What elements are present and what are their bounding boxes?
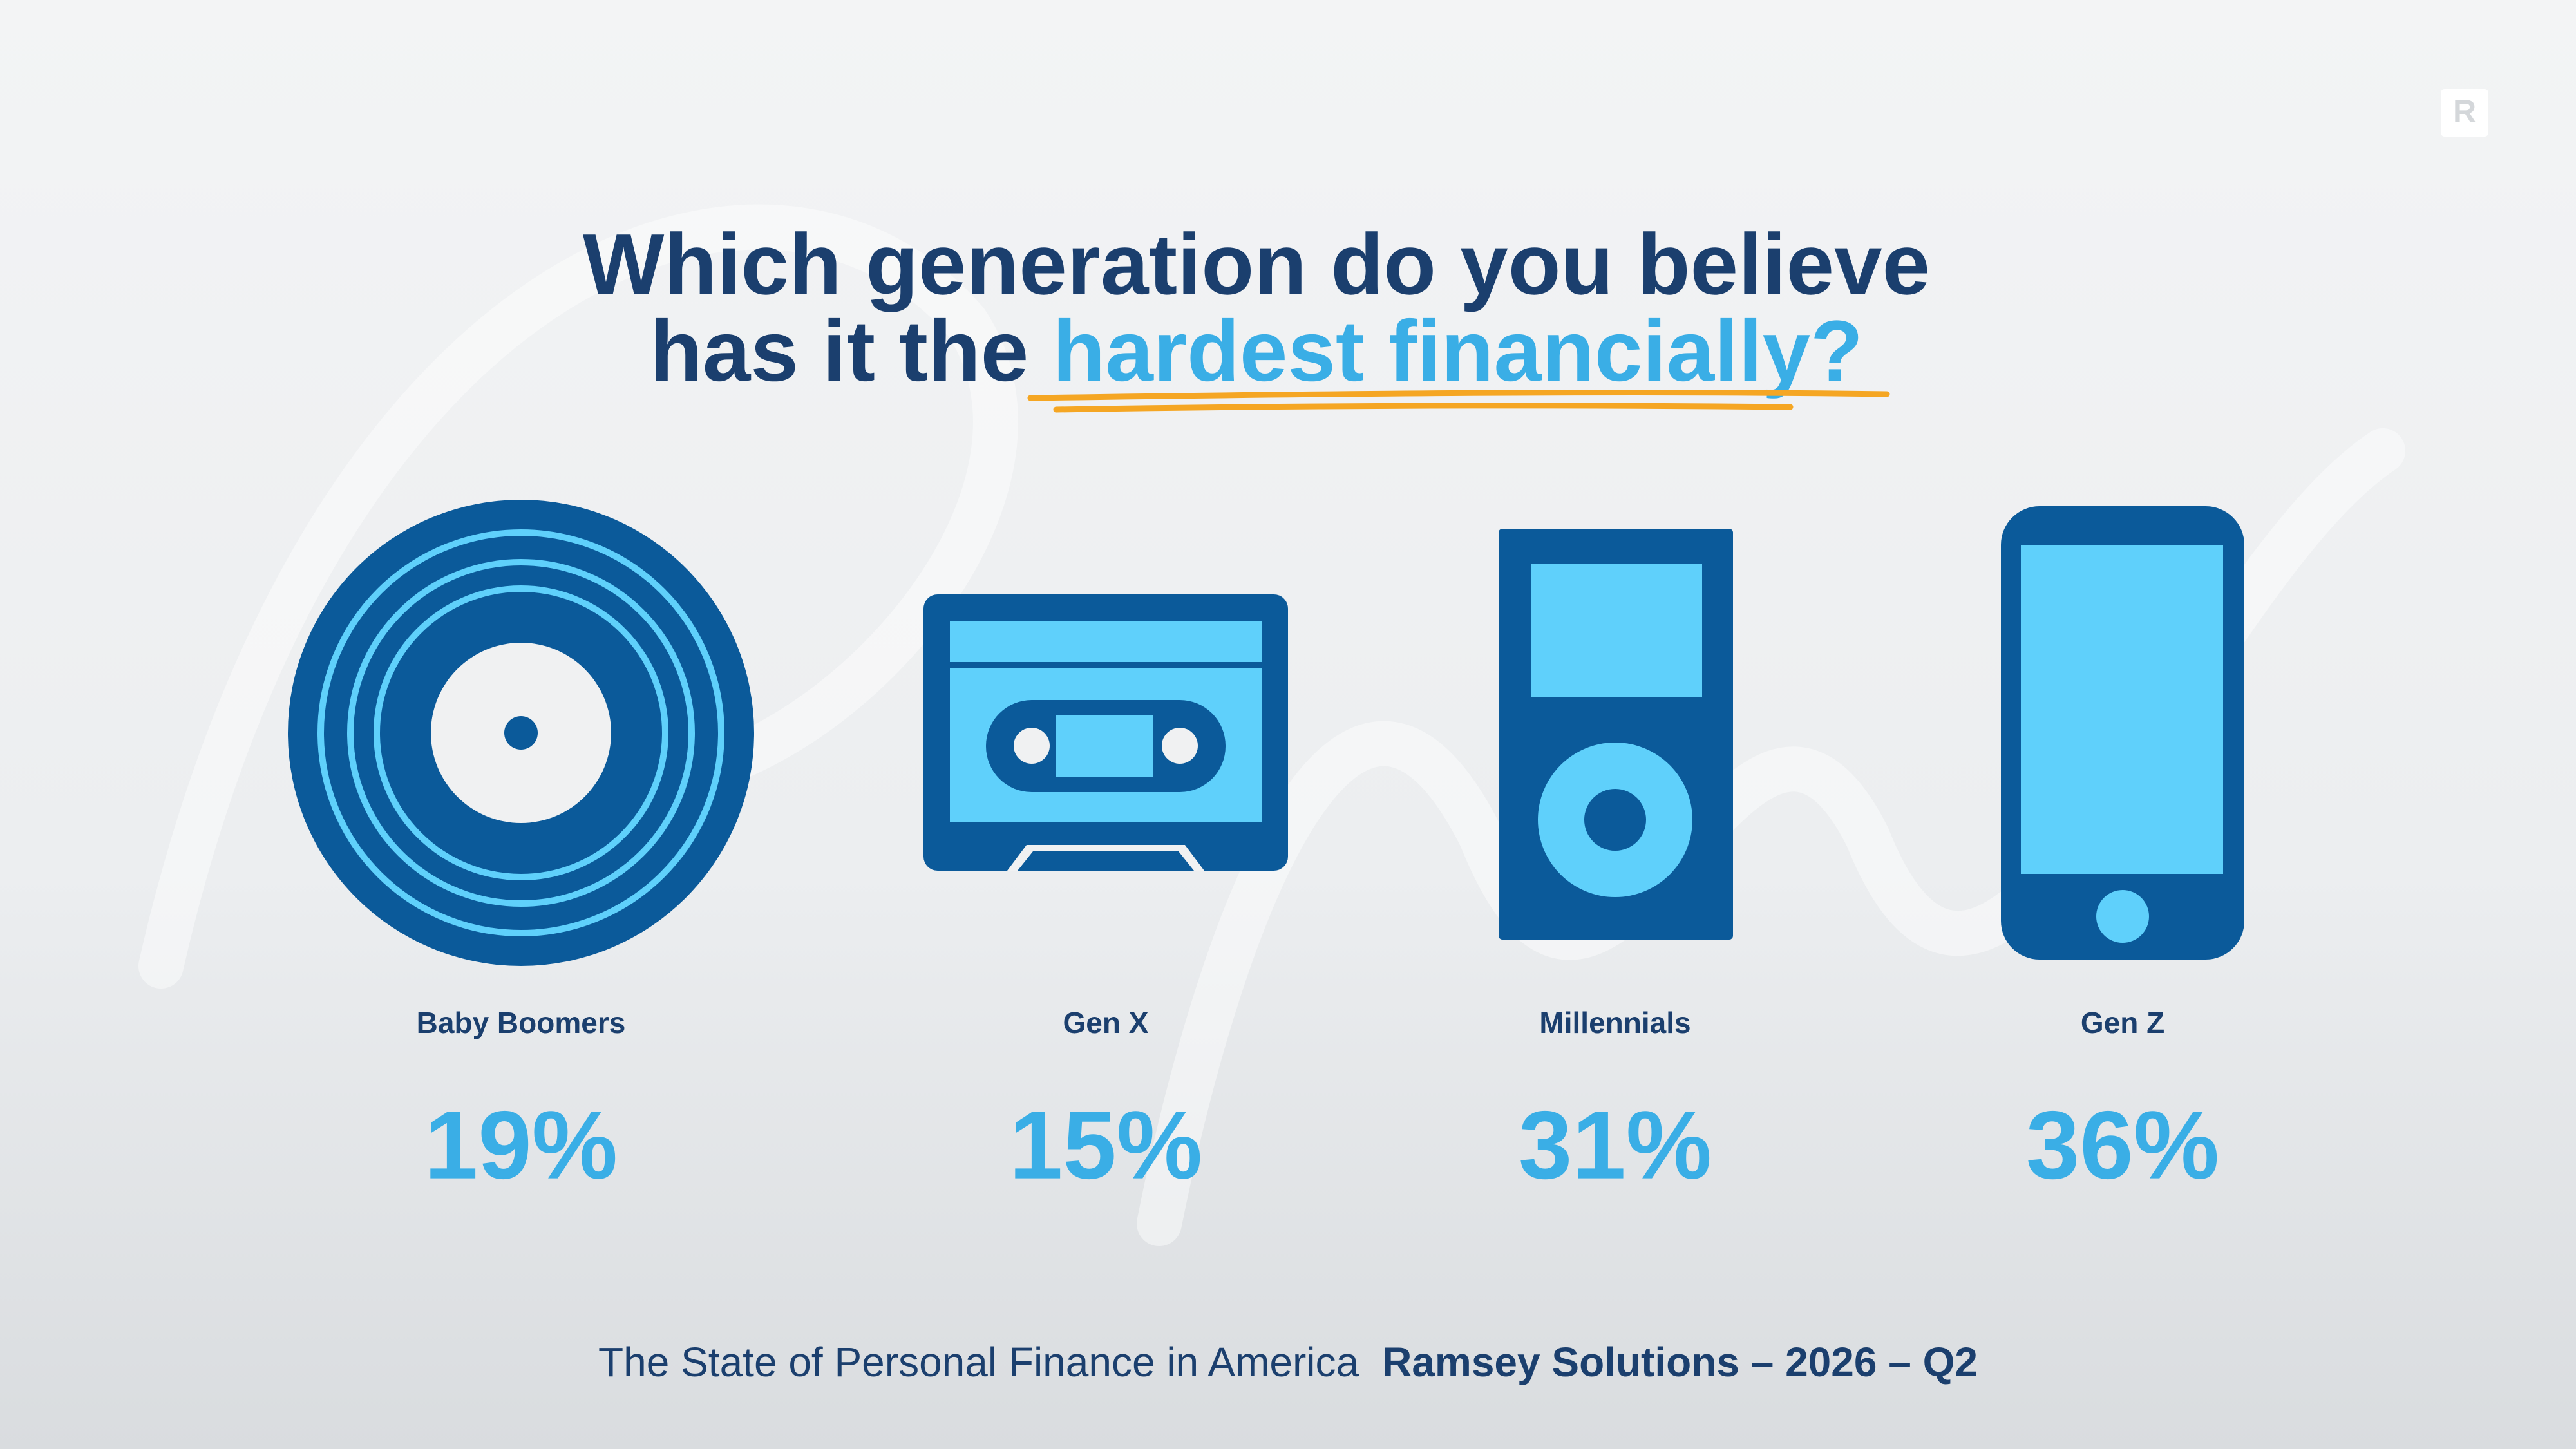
item-label: Baby Boomers: [417, 1006, 626, 1039]
title-line: Which generation do you believe: [583, 216, 1930, 312]
footer-publisher: Ramsey Solutions – 2026 – Q2: [1382, 1339, 1978, 1385]
item-label: Gen Z: [2081, 1006, 2164, 1039]
phone-icon: [2001, 506, 2244, 960]
item-label: Gen X: [1063, 1006, 1149, 1039]
title-text: has it the: [650, 303, 1052, 399]
item-value: 15%: [1009, 1091, 1202, 1199]
logo: R: [2453, 93, 2476, 129]
footer: The State of Personal Finance in America…: [598, 1339, 1978, 1385]
items: Baby Boomers 19% Gen X 15% Millennials 31% Gen…: [417, 1006, 2219, 1198]
item-value: 36%: [2026, 1091, 2219, 1199]
item-value: 19%: [424, 1091, 618, 1199]
ipod-icon: [1499, 529, 1733, 940]
logo-badge: [2441, 89, 2488, 137]
title-line: has it the hardest financially?: [650, 303, 1863, 399]
underline: [1027, 390, 1890, 413]
item-label: Millennials: [1539, 1006, 1690, 1039]
cassette-icon: [923, 594, 1288, 871]
title-highlight: hardest financially?: [1052, 303, 1862, 399]
item-value: 31%: [1519, 1091, 1712, 1199]
vinyl-icon: [288, 500, 754, 966]
footer-source: The State of Personal Finance in America: [598, 1339, 1359, 1385]
